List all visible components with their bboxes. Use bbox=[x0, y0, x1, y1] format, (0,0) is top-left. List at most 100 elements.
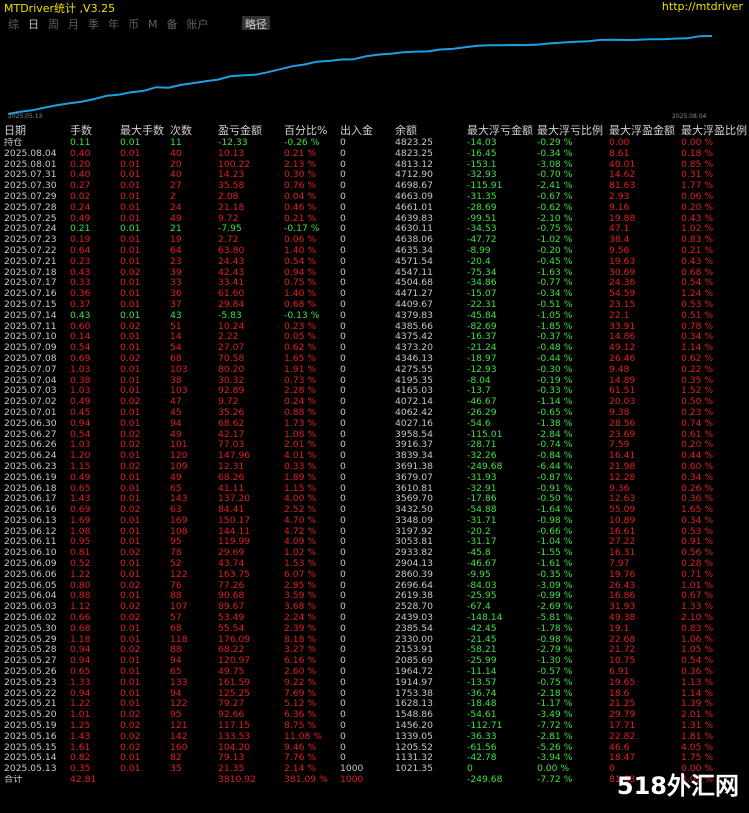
cell-max_lots: 0.01 bbox=[120, 483, 141, 494]
table-row[interactable]: 2025.05.14 0.82 0.01 82 79.13 7.76 % 0 1131.32 -… bbox=[4, 753, 749, 764]
table-row[interactable]: 合计 42.81 3810.92 381.09 % 1000 -249.68 -7.72 %… bbox=[4, 775, 749, 786]
table-row[interactable]: 2025.05.15 1.61 0.02 160 104.20 9.46 % 0 1205.5… bbox=[4, 743, 749, 754]
table-row[interactable]: 2025.07.10 0.14 0.01 14 2.22 0.05 % 0 4375.42 -1… bbox=[4, 332, 749, 343]
cell-pct: 2.60 % bbox=[284, 667, 317, 678]
table-row[interactable]: 2025.07.28 0.24 0.01 24 21.18 0.46 % 0 4661.01 -… bbox=[4, 203, 749, 214]
table-row[interactable]: 2025.07.22 0.64 0.01 64 63.80 1.40 % 0 4635.34 -… bbox=[4, 246, 749, 257]
table-row[interactable]: 2025.06.18 0.65 0.01 65 41.11 1.15 % 0 3610.81 -… bbox=[4, 484, 749, 495]
table-row[interactable]: 2025.07.02 0.49 0.02 47 9.72 0.24 % 0 4072.14 -4… bbox=[4, 397, 749, 408]
table-row[interactable]: 2025.06.10 0.81 0.02 78 29.69 1.02 % 0 2933.82 -… bbox=[4, 548, 749, 559]
cell-deposit: 0 bbox=[340, 526, 346, 537]
table-row[interactable]: 2025.05.29 1.18 0.01 118 176.09 8.18 % 0 2330.0… bbox=[4, 635, 749, 646]
column-header[interactable]: 最大浮盈比例 bbox=[681, 124, 747, 137]
table-row[interactable]: 2025.06.13 1.69 0.01 169 150.17 4.70 % 0 3348.0… bbox=[4, 516, 749, 527]
column-header[interactable]: 盈亏金额 bbox=[218, 124, 262, 137]
table-row[interactable]: 2025.05.26 0.65 0.01 65 49.75 2.60 % 0 1964.72 -… bbox=[4, 667, 749, 678]
table-row[interactable]: 2025.06.04 0.88 0.01 88 90.68 3.59 % 0 2619.38 -… bbox=[4, 591, 749, 602]
cell-pct: 0.30 % bbox=[284, 170, 317, 181]
cell-deposit: 0 bbox=[340, 148, 346, 159]
table-row[interactable]: 2025.07.03 1.03 0.01 103 92.89 2.28 % 0 4165.03… bbox=[4, 386, 749, 397]
table-row[interactable]: 2025.07.23 0.19 0.01 19 2.72 0.06 % 0 4638.06 -4… bbox=[4, 235, 749, 246]
table-row[interactable]: 2025.06.27 0.54 0.02 49 42.17 1.08 % 0 3958.54 -… bbox=[4, 430, 749, 441]
tab-6[interactable]: 币 bbox=[128, 18, 139, 31]
cell-mfpp: 0.54 % bbox=[681, 278, 714, 289]
table-row[interactable]: 2025.05.23 1.33 0.01 133 161.59 9.22 % 0 1914.9… bbox=[4, 678, 749, 689]
cell-pct: -0.26 % bbox=[284, 138, 320, 148]
column-header[interactable]: 余额 bbox=[395, 124, 417, 137]
table-row[interactable]: 2025.06.03 1.12 0.02 107 89.67 3.68 % 0 2528.70… bbox=[4, 602, 749, 613]
cell-date: 2025.07.16 bbox=[4, 289, 57, 300]
table-row[interactable]: 2025.07.01 0.45 0.01 45 35.26 0.88 % 0 4062.42 -… bbox=[4, 408, 749, 419]
table-row[interactable]: 2025.05.13 0.35 0.01 35 21.35 2.14 % 1000 1021.… bbox=[4, 764, 749, 775]
table-row[interactable]: 2025.07.16 0.36 0.01 36 61.60 1.40 % 0 4471.27 -… bbox=[4, 289, 749, 300]
table-row[interactable]: 2025.07.08 0.69 0.02 68 70.58 1.65 % 0 4346.13 -… bbox=[4, 354, 749, 365]
table-row[interactable]: 2025.06.19 0.49 0.01 49 68.26 1.89 % 0 3679.07 -… bbox=[4, 473, 749, 484]
table-row[interactable]: 2025.06.11 0.95 0.01 95 119.99 4.09 % 0 3053.81… bbox=[4, 537, 749, 548]
cell-pct: 0.05 % bbox=[284, 332, 317, 343]
column-header[interactable]: 百分比% bbox=[284, 124, 328, 137]
table-row[interactable]: 2025.05.27 0.94 0.01 94 120.97 6.16 % 0 2085.69… bbox=[4, 656, 749, 667]
table-row[interactable]: 2025.06.05 0.80 0.02 76 77.26 2.95 % 0 2696.64 -… bbox=[4, 581, 749, 592]
table-row[interactable]: 2025.07.30 0.27 0.01 27 35.58 0.76 % 0 4698.67 -… bbox=[4, 181, 749, 192]
tab-0[interactable]: 综 bbox=[8, 18, 19, 31]
tab-3[interactable]: 月 bbox=[68, 18, 79, 31]
table-row[interactable]: 2025.06.02 0.66 0.02 57 53.49 2.24 % 0 2439.03 -… bbox=[4, 613, 749, 624]
site-link[interactable]: http://mtdriver bbox=[661, 0, 743, 13]
column-header[interactable]: 次数 bbox=[170, 124, 192, 137]
table-row[interactable]: 2025.07.21 0.23 0.01 23 24.43 0.54 % 0 4571.54 -… bbox=[4, 257, 749, 268]
column-header[interactable]: 最大浮盈金额 bbox=[609, 124, 675, 137]
tab-2[interactable]: 周 bbox=[48, 18, 59, 31]
table-row[interactable]: 2025.05.20 1.01 0.02 95 92.66 6.36 % 0 1548.86 -… bbox=[4, 710, 749, 721]
table-row[interactable]: 2025.07.11 0.60 0.02 51 10.24 0.23 % 0 4385.66 -… bbox=[4, 322, 749, 333]
table-row[interactable]: 2025.07.04 0.38 0.01 38 30.32 0.73 % 0 4195.35 -… bbox=[4, 376, 749, 387]
column-header[interactable]: 日期 bbox=[4, 124, 26, 137]
table-row[interactable]: 2025.06.17 1.43 0.01 143 137.20 4.00 % 0 3569.7… bbox=[4, 494, 749, 505]
table-row[interactable]: 2025.07.17 0.33 0.01 33 33.41 0.75 % 0 4504.68 -… bbox=[4, 278, 749, 289]
table-row[interactable]: 2025.07.15 0.37 0.01 37 29.84 0.68 % 0 4409.67 -… bbox=[4, 300, 749, 311]
table-row[interactable]: 2025.05.22 0.94 0.01 94 125.25 7.69 % 0 1753.38… bbox=[4, 689, 749, 700]
column-header[interactable]: 手数 bbox=[70, 124, 92, 137]
table-row[interactable]: 2025.06.30 0.94 0.01 94 68.62 1.73 % 0 4027.16 -… bbox=[4, 419, 749, 430]
column-header[interactable]: 出入金 bbox=[340, 124, 373, 137]
cell-count: 169 bbox=[170, 515, 188, 526]
watermark-logo: 518外汇网 bbox=[616, 772, 739, 800]
tab-5[interactable]: 年 bbox=[108, 18, 119, 31]
table-row[interactable]: 持仓 0.11 0.01 11 -12.33 -0.26 % 0 4823.25 -14.03 -… bbox=[4, 138, 749, 149]
table-row[interactable]: 2025.07.18 0.43 0.02 39 42.43 0.94 % 0 4547.11 -… bbox=[4, 268, 749, 279]
table-row[interactable]: 2025.06.16 0.69 0.02 63 84.41 2.52 % 0 3432.50 -… bbox=[4, 505, 749, 516]
table-row[interactable]: 2025.07.25 0.49 0.01 49 9.72 0.21 % 0 4639.83 -9… bbox=[4, 214, 749, 225]
table-row[interactable]: 2025.07.24 0.21 0.01 21 -7.95 -0.17 % 0 4630.11… bbox=[4, 224, 749, 235]
cell-date: 2025.07.15 bbox=[4, 299, 57, 310]
table-row[interactable]: 2025.05.30 0.68 0.01 68 55.54 2.39 % 0 2385.54 -… bbox=[4, 624, 749, 635]
table-row[interactable]: 2025.06.23 1.15 0.02 109 12.31 0.33 % 0 3691.38… bbox=[4, 462, 749, 473]
table-row[interactable]: 2025.07.07 1.03 0.01 103 80.20 1.91 % 0 4275.55… bbox=[4, 365, 749, 376]
table-row[interactable]: 2025.06.12 1.08 0.01 108 144.11 4.72 % 0 3197.9… bbox=[4, 527, 749, 538]
table-row[interactable]: 2025.05.16 1.43 0.02 142 133.53 11.08 % 0 1339.… bbox=[4, 732, 749, 743]
tab-4[interactable]: 季 bbox=[88, 18, 99, 31]
tab-9[interactable]: 账户 bbox=[186, 18, 209, 31]
cell-mfl: -45.8 bbox=[467, 548, 491, 559]
tab-1[interactable]: 日 bbox=[28, 18, 39, 31]
table-row[interactable]: 2025.05.19 1.25 0.02 121 117.15 8.75 % 0 1456.2… bbox=[4, 721, 749, 732]
tab-7[interactable]: M bbox=[148, 18, 158, 31]
strategy-button[interactable]: 略径 bbox=[242, 16, 270, 32]
tab-8[interactable]: 备 bbox=[166, 18, 178, 31]
table-row[interactable]: 2025.05.28 0.94 0.02 88 68.22 3.27 % 0 2153.91 -… bbox=[4, 645, 749, 656]
table-row[interactable]: 2025.07.14 0.43 0.01 43 -5.83 -0.13 % 0 4379.83… bbox=[4, 311, 749, 322]
table-row[interactable]: 2025.06.06 1.22 0.01 122 163.75 6.07 % 0 2860.3… bbox=[4, 570, 749, 581]
column-header[interactable]: 最大手数 bbox=[120, 124, 164, 137]
table-row[interactable]: 2025.08.01 0.20 0.01 20 100.22 2.13 % 0 4813.12… bbox=[4, 160, 749, 171]
table-row[interactable]: 2025.07.29 0.02 0.01 2 2.08 0.04 % 0 4663.09 -31… bbox=[4, 192, 749, 203]
table-row[interactable]: 2025.05.21 1.22 0.01 122 79.27 5.12 % 0 1628.13… bbox=[4, 699, 749, 710]
table-row[interactable]: 2025.06.24 1.20 0.01 120 147.96 4.01 % 0 3839.3… bbox=[4, 451, 749, 462]
table-row[interactable]: 2025.06.09 0.52 0.01 52 43.74 1.53 % 0 2904.13 -… bbox=[4, 559, 749, 570]
cell-count: 122 bbox=[170, 569, 188, 580]
column-header[interactable]: 最大浮亏金额 bbox=[467, 124, 533, 137]
table-row[interactable]: 2025.08.04 0.40 0.01 40 10.13 0.21 % 0 4823.25 -… bbox=[4, 149, 749, 160]
cell-count: 37 bbox=[170, 299, 182, 310]
table-row[interactable]: 2025.07.31 0.40 0.01 40 14.23 0.30 % 0 4712.90 -… bbox=[4, 170, 749, 181]
table-row[interactable]: 2025.07.09 0.54 0.01 54 27.07 0.62 % 0 4373.20 -… bbox=[4, 343, 749, 354]
cell-max_lots: 0.02 bbox=[120, 321, 141, 332]
table-row[interactable]: 2025.06.26 1.03 0.02 101 77.03 2.01 % 0 3916.37… bbox=[4, 440, 749, 451]
column-header[interactable]: 最大浮亏比例 bbox=[537, 124, 603, 137]
